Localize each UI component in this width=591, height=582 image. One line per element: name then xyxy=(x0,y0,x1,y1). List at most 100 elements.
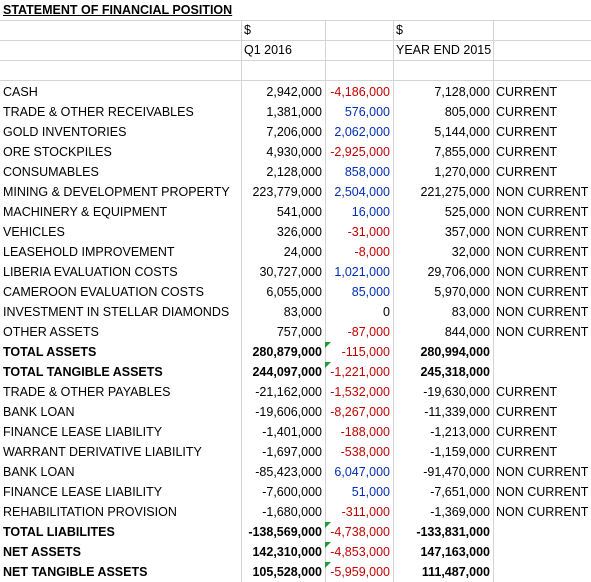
change-value-cell[interactable]: -4,853,000 xyxy=(325,542,393,562)
change-value-cell[interactable]: -115,000 xyxy=(325,342,393,362)
row-label-cell[interactable]: BANK LOAN xyxy=(3,405,75,419)
classification-cell[interactable]: CURRENT xyxy=(496,445,558,459)
sheet-title[interactable]: STATEMENT OF FINANCIAL POSITION xyxy=(3,3,233,17)
classification-cell[interactable]: NON CURRENT xyxy=(496,265,589,279)
change-value-cell[interactable]: 16,000 xyxy=(351,205,390,219)
classification-cell[interactable] xyxy=(493,522,591,542)
change-value-cell[interactable]: -1,532,000 xyxy=(330,385,390,399)
ye-value-cell[interactable]: 357,000 xyxy=(444,225,490,239)
row-label-cell[interactable]: CONSUMABLES xyxy=(3,165,99,179)
row-label-cell[interactable]: BANK LOAN xyxy=(3,465,75,479)
change-value-cell[interactable]: -188,000 xyxy=(340,425,390,439)
row-label-cell[interactable]: INVESTMENT IN STELLAR DIAMONDS xyxy=(3,305,230,319)
q1-value-cell[interactable]: -21,162,000 xyxy=(255,385,322,399)
row-label-cell[interactable]: CAMEROON EVALUATION COSTS xyxy=(3,285,204,299)
ye-value-cell[interactable]: -91,470,000 xyxy=(423,465,490,479)
ye-value-cell[interactable]: -1,213,000 xyxy=(430,425,490,439)
change-value-cell[interactable]: -311,000 xyxy=(341,505,390,519)
classification-cell[interactable]: CURRENT xyxy=(496,425,558,439)
ye-value-cell[interactable]: 280,994,000 xyxy=(420,345,490,359)
classification-cell[interactable] xyxy=(493,342,591,362)
ye-value-cell[interactable]: 525,000 xyxy=(444,205,490,219)
row-label-cell[interactable]: LIBERIA EVALUATION COSTS xyxy=(3,265,178,279)
change-value-cell[interactable]: 576,000 xyxy=(344,105,390,119)
change-value-cell[interactable]: 51,000 xyxy=(351,485,390,499)
change-value-cell[interactable]: 2,504,000 xyxy=(334,185,390,199)
row-label-cell[interactable]: ORE STOCKPILES xyxy=(3,145,112,159)
ye-value-cell[interactable]: 147,163,000 xyxy=(420,545,490,559)
currency-ye[interactable]: $ xyxy=(396,23,403,37)
change-value-cell[interactable]: -8,267,000 xyxy=(330,405,390,419)
q1-value-cell[interactable]: 105,528,000 xyxy=(252,565,322,579)
classification-cell[interactable]: CURRENT xyxy=(496,85,558,99)
change-value-cell[interactable]: 858,000 xyxy=(344,165,390,179)
ye-value-cell[interactable]: -19,630,000 xyxy=(423,385,490,399)
row-label-cell[interactable]: MINING & DEVELOPMENT PROPERTY xyxy=(3,185,230,199)
q1-value-cell[interactable]: -7,600,000 xyxy=(262,485,322,499)
q1-value-cell[interactable]: 7,206,000 xyxy=(266,125,322,139)
q1-value-cell[interactable]: 1,381,000 xyxy=(266,105,322,119)
ye-value-cell[interactable]: 29,706,000 xyxy=(427,265,490,279)
change-value-cell[interactable]: -2,925,000 xyxy=(330,145,390,159)
classification-cell[interactable]: CURRENT xyxy=(496,105,558,119)
ye-value-cell[interactable]: 1,270,000 xyxy=(434,165,490,179)
ye-value-cell[interactable]: 245,318,000 xyxy=(420,365,490,379)
q1-value-cell[interactable]: 6,055,000 xyxy=(266,285,322,299)
ye-value-cell[interactable]: 844,000 xyxy=(444,325,490,339)
change-value-cell[interactable]: -4,738,000 xyxy=(325,522,393,542)
change-value-cell[interactable]: -87,000 xyxy=(347,325,390,339)
change-value-cell[interactable]: -4,186,000 xyxy=(330,85,390,99)
row-label-cell[interactable]: TRADE & OTHER PAYABLES xyxy=(3,385,171,399)
q1-value-cell[interactable]: 142,310,000 xyxy=(252,545,322,559)
q1-value-cell[interactable]: -85,423,000 xyxy=(255,465,322,479)
q1-value-cell[interactable]: 280,879,000 xyxy=(252,345,322,359)
row-label-cell[interactable]: CASH xyxy=(3,85,38,99)
row-label-cell[interactable]: OTHER ASSETS xyxy=(3,325,99,339)
classification-cell[interactable]: NON CURRENT xyxy=(496,505,589,519)
row-label-cell[interactable]: GOLD INVENTORIES xyxy=(3,125,127,139)
ye-value-cell[interactable]: 805,000 xyxy=(444,105,490,119)
classification-cell[interactable]: CURRENT xyxy=(496,145,558,159)
classification-cell[interactable]: NON CURRENT xyxy=(496,185,589,199)
change-value-cell[interactable]: 85,000 xyxy=(351,285,390,299)
classification-cell[interactable]: CURRENT xyxy=(496,405,558,419)
classification-cell[interactable]: NON CURRENT xyxy=(496,305,589,319)
classification-cell[interactable]: NON CURRENT xyxy=(496,465,589,479)
row-label-cell[interactable]: FINANCE LEASE LIABILITY xyxy=(3,425,163,439)
classification-cell[interactable]: NON CURRENT xyxy=(496,245,589,259)
row-label-cell[interactable]: FINANCE LEASE LIABILITY xyxy=(3,485,163,499)
q1-value-cell[interactable]: 2,128,000 xyxy=(266,165,322,179)
row-label-cell[interactable]: WARRANT DERIVATIVE LIABILITY xyxy=(3,445,202,459)
period-ye[interactable]: YEAR END 2015 xyxy=(396,43,492,57)
q1-value-cell[interactable]: 30,727,000 xyxy=(259,265,322,279)
row-label-cell[interactable]: TOTAL ASSETS xyxy=(3,345,97,359)
change-value-cell[interactable]: -1,221,000 xyxy=(325,362,393,382)
classification-cell[interactable]: NON CURRENT xyxy=(496,485,589,499)
ye-value-cell[interactable]: 111,487,000 xyxy=(421,565,490,579)
q1-value-cell[interactable]: -19,606,000 xyxy=(255,405,322,419)
classification-cell[interactable] xyxy=(493,542,591,562)
q1-value-cell[interactable]: 223,779,000 xyxy=(252,185,322,199)
q1-value-cell[interactable]: -138,569,000 xyxy=(248,525,322,539)
ye-value-cell[interactable]: -1,159,000 xyxy=(430,445,490,459)
row-label-cell[interactable]: TOTAL TANGIBLE ASSETS xyxy=(3,365,163,379)
q1-value-cell[interactable]: 83,000 xyxy=(283,305,322,319)
q1-value-cell[interactable]: -1,680,000 xyxy=(262,505,322,519)
classification-cell[interactable]: CURRENT xyxy=(496,125,558,139)
change-value-cell[interactable]: 2,062,000 xyxy=(334,125,390,139)
ye-value-cell[interactable]: 5,970,000 xyxy=(434,285,490,299)
change-value-cell[interactable]: 0 xyxy=(383,305,390,319)
period-q1[interactable]: Q1 2016 xyxy=(244,43,292,57)
classification-cell[interactable]: CURRENT xyxy=(496,165,558,179)
q1-value-cell[interactable]: 326,000 xyxy=(276,225,322,239)
row-label-cell[interactable]: NET ASSETS xyxy=(3,545,82,559)
ye-value-cell[interactable]: 7,128,000 xyxy=(434,85,490,99)
ye-value-cell[interactable]: -11,339,000 xyxy=(424,405,490,419)
row-label-cell[interactable]: VEHICLES xyxy=(3,225,65,239)
row-label-cell[interactable]: TOTAL LIABILITES xyxy=(3,525,115,539)
ye-value-cell[interactable]: 221,275,000 xyxy=(420,185,490,199)
classification-cell[interactable]: NON CURRENT xyxy=(496,225,589,239)
ye-value-cell[interactable]: 7,855,000 xyxy=(434,145,490,159)
q1-value-cell[interactable]: 541,000 xyxy=(276,205,322,219)
change-value-cell[interactable]: 1,021,000 xyxy=(334,265,390,279)
